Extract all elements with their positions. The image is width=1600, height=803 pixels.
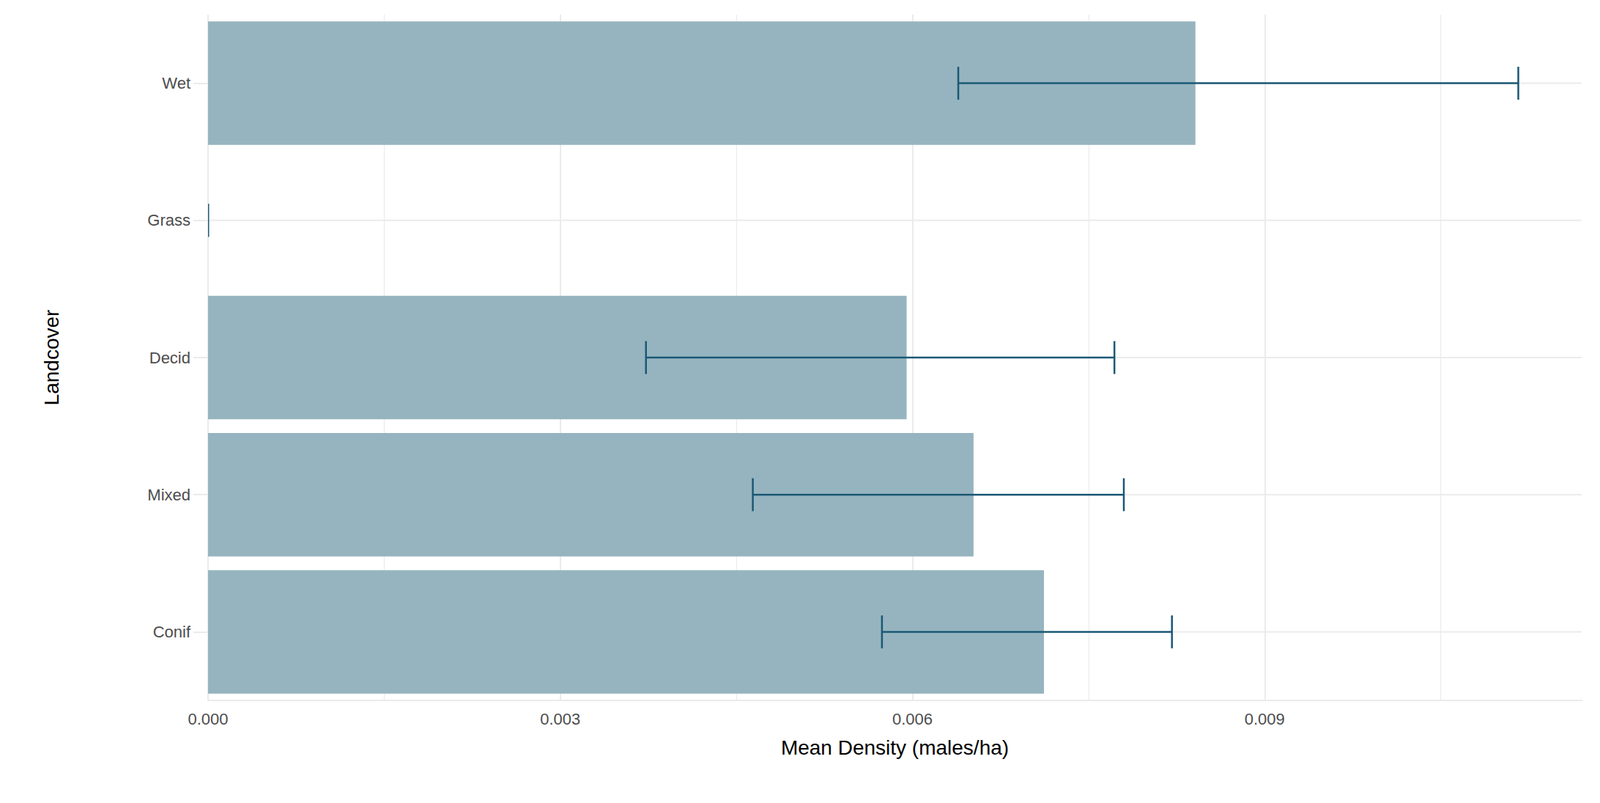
- svg-text:Wet: Wet: [161, 73, 191, 93]
- svg-text:Landcover: Landcover: [40, 309, 64, 406]
- svg-text:Conif: Conif: [153, 622, 192, 642]
- svg-text:Mean Density (males/ha): Mean Density (males/ha): [780, 736, 1009, 759]
- svg-text:0.006: 0.006: [892, 709, 933, 729]
- svg-text:0.003: 0.003: [539, 709, 581, 729]
- svg-text:Grass: Grass: [147, 210, 191, 230]
- svg-text:0.009: 0.009: [1244, 709, 1285, 729]
- svg-text:Decid: Decid: [149, 348, 191, 368]
- svg-text:0.000: 0.000: [187, 709, 228, 729]
- svg-text:Mixed: Mixed: [147, 485, 191, 505]
